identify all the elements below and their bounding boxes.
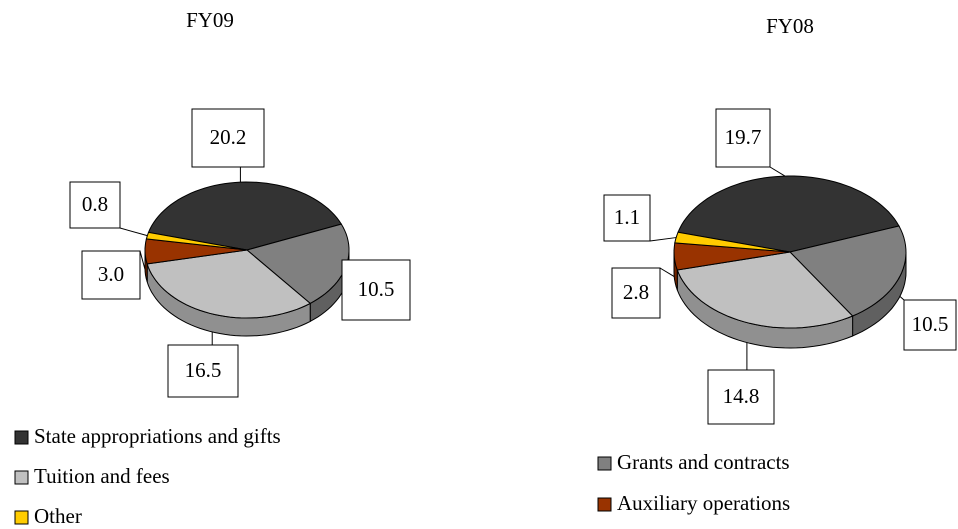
pie-slice <box>677 175 900 253</box>
pie-slice <box>674 231 791 253</box>
legend-label: State appropriations and gifts <box>34 424 281 448</box>
legend-label: Other <box>34 504 82 528</box>
data-label: 19.7 <box>725 125 762 149</box>
legend-swatch <box>14 470 29 485</box>
data-label: 10.5 <box>358 277 395 301</box>
chart-title: FY08 <box>766 14 814 38</box>
pie-slice <box>676 251 854 329</box>
legend-swatch <box>597 456 612 471</box>
legend-label: Grants and contracts <box>617 450 790 474</box>
leader-line <box>899 295 905 301</box>
data-label: 0.8 <box>82 192 108 216</box>
label-box <box>715 108 771 168</box>
label-box <box>611 267 661 319</box>
data-label: 2.8 <box>623 280 649 304</box>
data-label: 14.8 <box>723 384 760 408</box>
legend-label: Tuition and fees <box>34 464 170 488</box>
pie-slice <box>144 238 248 265</box>
leader-line <box>659 267 675 277</box>
data-label: 10.5 <box>912 312 949 336</box>
legend-label: Auxiliary operations <box>617 491 790 515</box>
legend-swatch <box>597 497 612 512</box>
data-label: 16.5 <box>185 358 222 382</box>
pie-slice <box>145 231 248 251</box>
data-label: 1.1 <box>614 205 640 229</box>
label-box <box>167 344 239 398</box>
leader-line <box>649 237 677 242</box>
label-box <box>603 194 651 242</box>
pie-slice <box>789 225 907 317</box>
chart-title: FY09 <box>186 8 234 32</box>
pie-slice <box>673 242 791 271</box>
label-box <box>707 369 775 425</box>
label-box <box>903 299 957 351</box>
label-box <box>191 108 265 168</box>
data-label: 3.0 <box>98 262 124 286</box>
leader-line <box>119 227 148 237</box>
label-box <box>81 250 141 300</box>
label-box <box>341 259 411 321</box>
legend-swatch <box>14 510 29 525</box>
label-box <box>69 181 121 229</box>
pie-slice <box>146 249 312 319</box>
leader-line <box>139 250 146 270</box>
legend-swatch <box>14 430 29 445</box>
leader-line <box>769 166 786 177</box>
data-label: 20.2 <box>210 125 247 149</box>
